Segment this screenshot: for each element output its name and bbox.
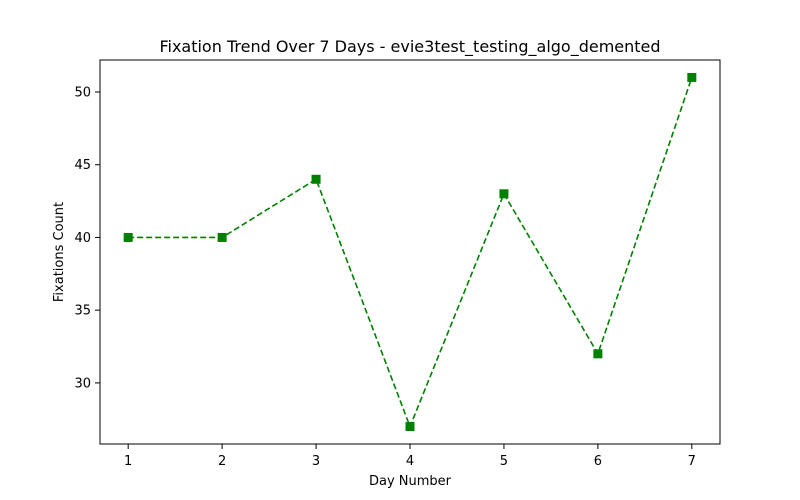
y-tick-label: 40 bbox=[74, 231, 91, 246]
x-tick-label: 5 bbox=[500, 454, 508, 469]
x-tick-label: 4 bbox=[406, 454, 414, 469]
data-point bbox=[217, 232, 227, 242]
data-point bbox=[311, 174, 321, 184]
y-tick-label: 50 bbox=[74, 86, 91, 101]
x-tick-label: 2 bbox=[218, 454, 226, 469]
series-line bbox=[128, 77, 693, 429]
y-tick-label: 45 bbox=[74, 158, 91, 173]
y-axis-label: Fixations Count bbox=[52, 202, 67, 302]
x-tick-label: 7 bbox=[688, 454, 696, 469]
y-tick-label: 35 bbox=[74, 304, 91, 319]
x-tick-label: 6 bbox=[594, 454, 602, 469]
data-point bbox=[123, 232, 133, 242]
y-tick-label: 30 bbox=[74, 376, 91, 391]
x-tick-label: 3 bbox=[312, 454, 320, 469]
data-point bbox=[593, 349, 603, 359]
data-point bbox=[405, 422, 415, 432]
plot-frame bbox=[99, 59, 721, 445]
data-point bbox=[499, 189, 509, 199]
data-point bbox=[687, 72, 697, 82]
x-tick-label: 1 bbox=[124, 454, 132, 469]
x-axis-label: Day Number bbox=[369, 474, 452, 489]
chart-title: Fixation Trend Over 7 Days - evie3test_t… bbox=[159, 37, 660, 57]
